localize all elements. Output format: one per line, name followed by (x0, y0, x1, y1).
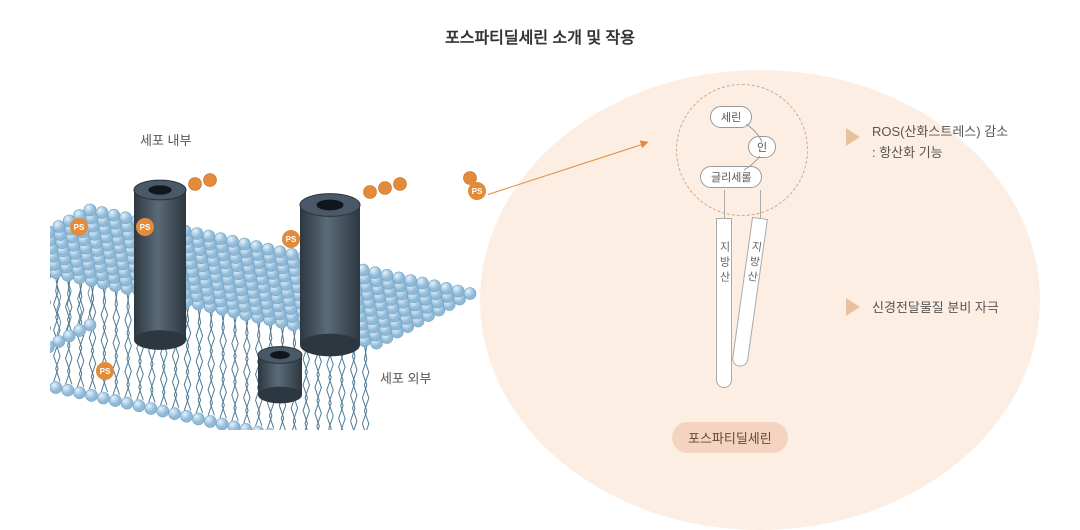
ps-badge: PS (468, 182, 486, 200)
tail-connector (760, 190, 761, 218)
annotation-ros-line1: ROS(산화스트레스) 감소 (872, 122, 1008, 143)
ps-badge: PS (96, 362, 114, 380)
ps-badge: PS (282, 230, 300, 248)
ps-badge: PS (70, 218, 88, 236)
label-cell-inside: 세포 내부 (140, 130, 191, 149)
annotation-ros-line2: : 항산화 기능 (872, 143, 1008, 164)
annotation-neuro: 신경전달물질 분비 자극 (872, 298, 999, 319)
ps-badge: PS (136, 218, 154, 236)
chevron-icon (846, 128, 860, 146)
cell-membrane-illustration: 세포 내부 세포 외부 PS (50, 150, 550, 410)
annotation-ros: ROS(산화스트레스) 감소 : 항산화 기능 (872, 122, 1008, 164)
fatty-acid-label: 지방산 (716, 241, 732, 286)
molecule-name: 포스파티딜세린 (672, 422, 788, 453)
headgroup-connectors (666, 84, 866, 304)
chevron-icon (846, 298, 860, 316)
tail-connector (724, 190, 725, 218)
diagram-title: 포스파티딜세린 소개 및 작용 (445, 24, 635, 48)
fatty-acid-tail-left: 지방산 (716, 218, 732, 388)
